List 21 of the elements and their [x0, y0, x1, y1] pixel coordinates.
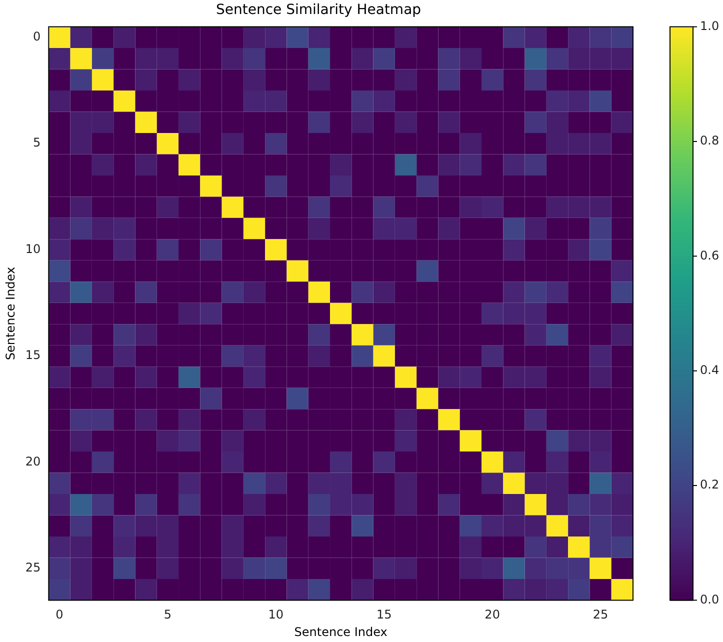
y-tick-label: 0	[33, 30, 41, 44]
x-tick-label: 15	[376, 608, 392, 622]
x-tick-label: 25	[592, 608, 608, 622]
y-tick-label: 10	[25, 242, 41, 256]
x-tick-label: 0	[56, 608, 64, 622]
color-bar-label: 0.2	[700, 478, 720, 492]
x-tick-label: 5	[164, 608, 172, 622]
y-tick-label: 5	[33, 136, 41, 150]
color-bar-label: 0.4	[700, 362, 720, 377]
y-tick-label: 15	[25, 348, 41, 362]
color-bar-label: 0.8	[700, 134, 720, 148]
x-axis-title: Sentence Index	[294, 624, 388, 639]
x-tick-label: 10	[268, 608, 284, 622]
x-tick-label: 20	[484, 608, 500, 622]
color-bar-label: 1.0	[700, 18, 720, 33]
y-axis-title: Sentence Index	[3, 266, 18, 360]
y-tick-label: 20	[25, 454, 41, 468]
y-tick-label: 25	[25, 560, 41, 574]
color-bar-label: 0.6	[700, 248, 720, 262]
chart-title: Sentence Similarity Heatmap	[216, 2, 422, 18]
color-bar-label: 0.0	[700, 592, 720, 606]
